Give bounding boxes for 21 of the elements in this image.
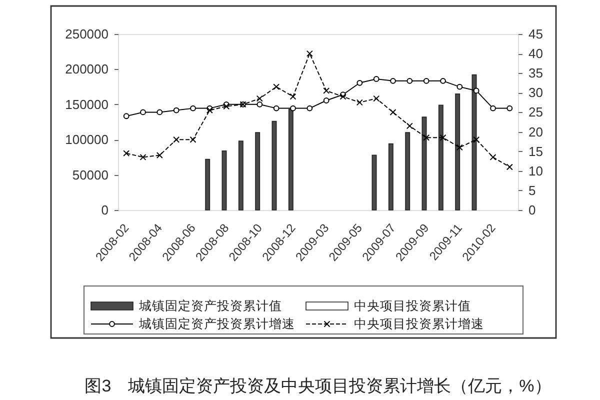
text: 图3 城镇固定资产投资及中央项目投资累计增长（亿元，%） xyxy=(84,376,552,396)
y-tick-label: 50000 xyxy=(72,167,108,182)
y-tick-label: 250000 xyxy=(65,26,108,42)
y2-tick-label: 0 xyxy=(528,202,536,218)
y2-tick-label: 5 xyxy=(528,182,536,198)
legend-label: 中央项目投资累计值 xyxy=(354,299,471,313)
y2-tick-label: 35 xyxy=(528,66,543,81)
y-tick-label: 150000 xyxy=(65,96,108,112)
legend-label: 中央项目投资累计增速 xyxy=(354,317,484,331)
y2-tick-label: 15 xyxy=(528,144,543,159)
y-tick-label: 0 xyxy=(101,202,108,218)
y2-tick-label: 30 xyxy=(528,85,543,100)
y2-tick-label: 20 xyxy=(528,124,543,140)
y2-tick-label: 45 xyxy=(528,26,543,42)
y2-tick-label: 10 xyxy=(528,163,543,178)
y2-tick-label: 25 xyxy=(528,104,543,120)
legend-label: 城镇固定资产投资累计值 xyxy=(138,299,282,313)
legend-label: 城镇固定资产投资累计增速 xyxy=(138,317,295,331)
y2-tick-label: 40 xyxy=(528,46,543,62)
y-tick-label: 100000 xyxy=(65,132,108,148)
y-tick-label: 200000 xyxy=(65,62,108,77)
